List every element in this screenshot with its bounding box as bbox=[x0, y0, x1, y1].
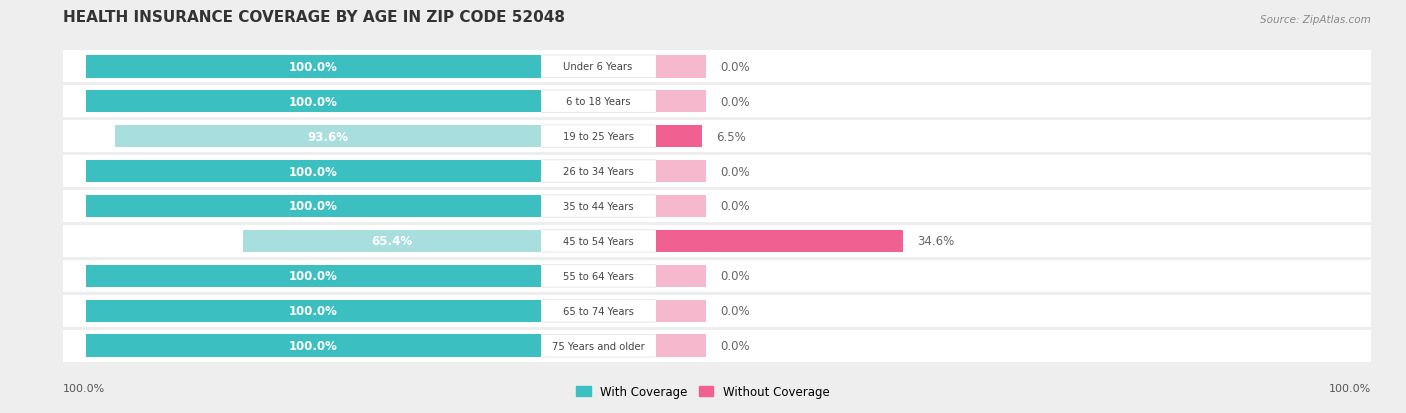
Text: 55 to 64 Years: 55 to 64 Years bbox=[562, 271, 634, 281]
FancyBboxPatch shape bbox=[538, 126, 658, 148]
Bar bbox=[63, 190, 540, 223]
FancyBboxPatch shape bbox=[538, 265, 658, 287]
Text: 100.0%: 100.0% bbox=[63, 383, 105, 393]
Bar bbox=[540, 86, 655, 118]
Bar bbox=[63, 86, 540, 118]
Bar bbox=[655, 160, 706, 183]
Bar bbox=[86, 265, 540, 287]
Text: 35 to 44 Years: 35 to 44 Years bbox=[562, 202, 633, 211]
Text: 100.0%: 100.0% bbox=[288, 339, 337, 352]
Bar bbox=[655, 330, 1371, 362]
FancyBboxPatch shape bbox=[538, 195, 658, 218]
FancyBboxPatch shape bbox=[538, 91, 658, 113]
FancyBboxPatch shape bbox=[538, 335, 658, 357]
Bar bbox=[655, 121, 1371, 153]
Text: 100.0%: 100.0% bbox=[288, 165, 337, 178]
Text: 65.4%: 65.4% bbox=[371, 235, 412, 248]
Bar bbox=[655, 126, 702, 148]
FancyBboxPatch shape bbox=[538, 300, 658, 322]
Bar bbox=[86, 300, 540, 323]
Bar bbox=[540, 260, 655, 292]
Text: 34.6%: 34.6% bbox=[917, 235, 955, 248]
Text: 100.0%: 100.0% bbox=[288, 270, 337, 283]
Bar bbox=[86, 335, 540, 357]
Bar bbox=[540, 156, 655, 188]
Text: 65 to 74 Years: 65 to 74 Years bbox=[562, 306, 634, 316]
Text: 0.0%: 0.0% bbox=[720, 95, 749, 108]
Text: 100.0%: 100.0% bbox=[288, 61, 337, 74]
Bar bbox=[655, 225, 1371, 257]
FancyBboxPatch shape bbox=[538, 230, 658, 252]
Bar bbox=[655, 156, 1371, 188]
Bar bbox=[655, 86, 1371, 118]
Text: 26 to 34 Years: 26 to 34 Years bbox=[562, 166, 634, 177]
Text: 6.5%: 6.5% bbox=[717, 130, 747, 143]
Bar bbox=[655, 300, 706, 323]
Bar bbox=[655, 265, 706, 287]
Text: 0.0%: 0.0% bbox=[720, 61, 749, 74]
Bar bbox=[63, 51, 540, 83]
Legend: With Coverage, Without Coverage: With Coverage, Without Coverage bbox=[572, 381, 834, 403]
Text: HEALTH INSURANCE COVERAGE BY AGE IN ZIP CODE 52048: HEALTH INSURANCE COVERAGE BY AGE IN ZIP … bbox=[63, 10, 565, 25]
Text: 100.0%: 100.0% bbox=[288, 305, 337, 318]
Bar bbox=[86, 90, 540, 113]
Bar bbox=[655, 90, 706, 113]
Bar bbox=[655, 295, 1371, 327]
Text: 6 to 18 Years: 6 to 18 Years bbox=[565, 97, 630, 107]
Bar bbox=[86, 195, 540, 218]
Bar bbox=[655, 195, 706, 218]
FancyBboxPatch shape bbox=[538, 161, 658, 183]
Text: 100.0%: 100.0% bbox=[288, 200, 337, 213]
Text: 0.0%: 0.0% bbox=[720, 339, 749, 352]
Text: 0.0%: 0.0% bbox=[720, 200, 749, 213]
Bar bbox=[540, 225, 655, 257]
Text: Source: ZipAtlas.com: Source: ZipAtlas.com bbox=[1260, 15, 1371, 25]
Bar bbox=[540, 190, 655, 223]
Bar bbox=[540, 330, 655, 362]
Text: 100.0%: 100.0% bbox=[1329, 383, 1371, 393]
Bar bbox=[540, 121, 655, 153]
Bar bbox=[655, 260, 1371, 292]
Bar bbox=[655, 335, 706, 357]
Text: 0.0%: 0.0% bbox=[720, 270, 749, 283]
Text: 19 to 25 Years: 19 to 25 Years bbox=[562, 132, 634, 142]
Text: 45 to 54 Years: 45 to 54 Years bbox=[562, 236, 634, 247]
Bar bbox=[243, 230, 540, 253]
Bar bbox=[63, 225, 540, 257]
FancyBboxPatch shape bbox=[538, 56, 658, 78]
Text: 0.0%: 0.0% bbox=[720, 305, 749, 318]
Bar bbox=[540, 51, 655, 83]
Bar bbox=[63, 260, 540, 292]
Bar bbox=[655, 56, 706, 78]
Bar bbox=[655, 190, 1371, 223]
Bar bbox=[86, 56, 540, 78]
Bar bbox=[63, 156, 540, 188]
Text: 75 Years and older: 75 Years and older bbox=[551, 341, 644, 351]
Text: 0.0%: 0.0% bbox=[720, 165, 749, 178]
Bar bbox=[63, 295, 540, 327]
Bar bbox=[86, 160, 540, 183]
Bar bbox=[655, 51, 1371, 83]
Text: 100.0%: 100.0% bbox=[288, 95, 337, 108]
Bar bbox=[63, 121, 540, 153]
Bar bbox=[540, 295, 655, 327]
Bar bbox=[655, 230, 903, 253]
Bar bbox=[63, 330, 540, 362]
Bar bbox=[115, 126, 540, 148]
Text: 93.6%: 93.6% bbox=[308, 130, 349, 143]
Text: Under 6 Years: Under 6 Years bbox=[564, 62, 633, 72]
